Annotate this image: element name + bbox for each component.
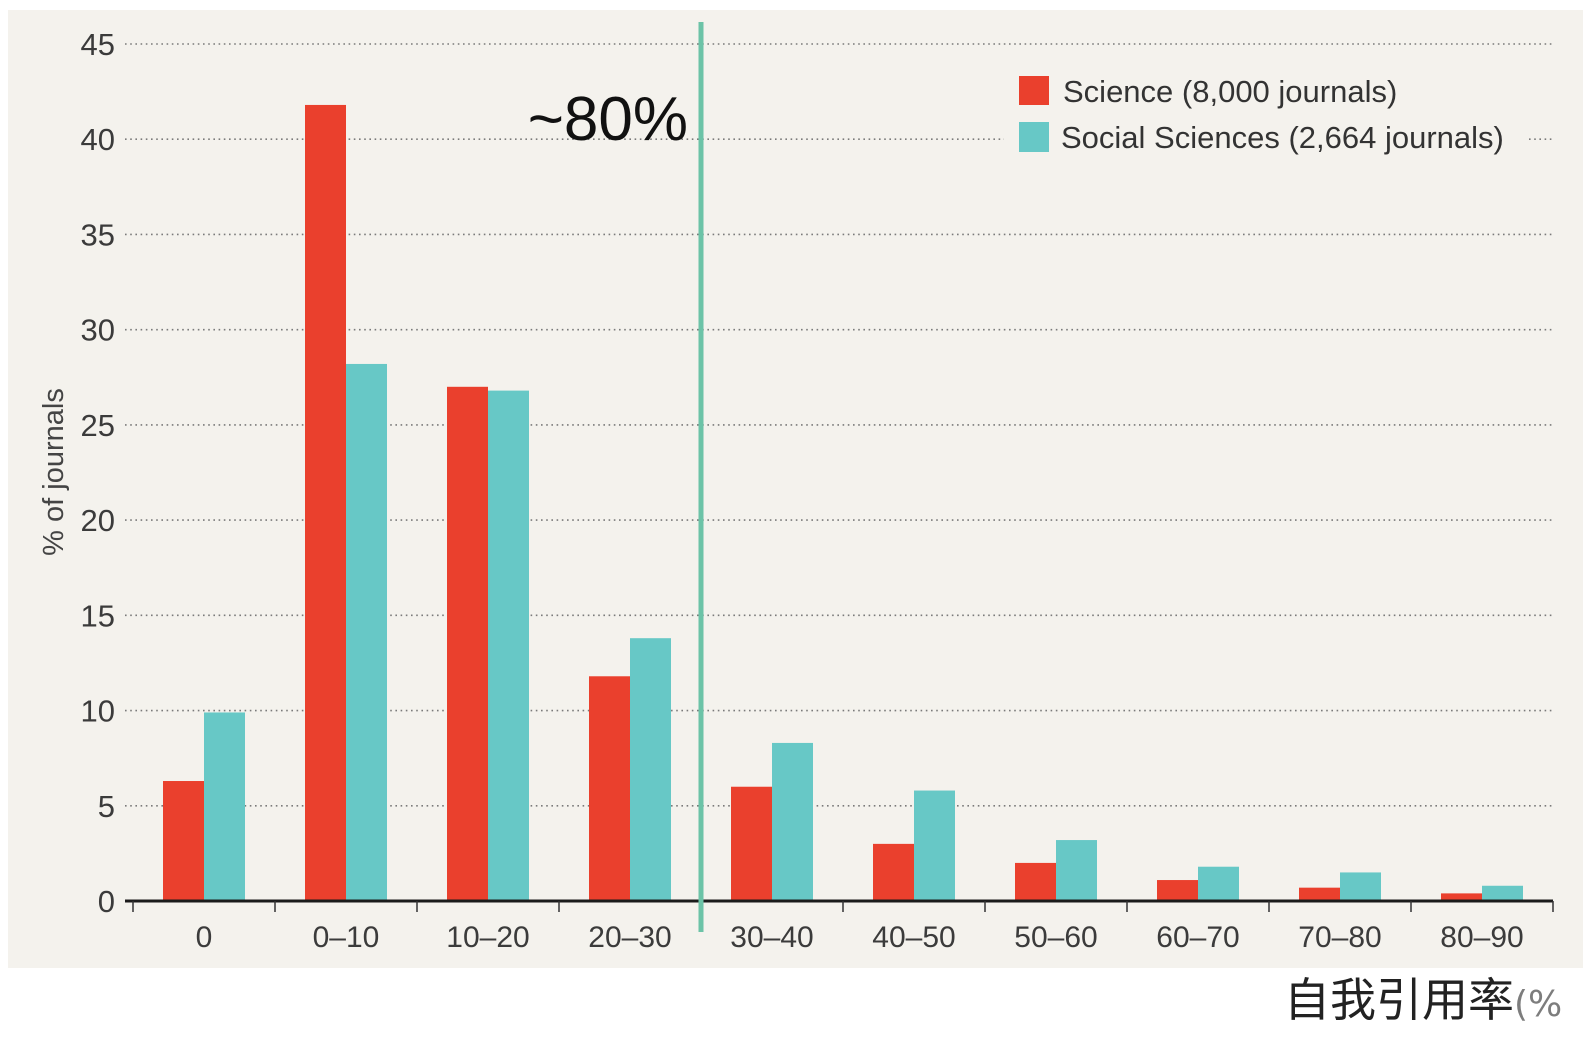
bars: [163, 104, 1523, 902]
x-tick-label: 40–50: [872, 921, 955, 954]
science-bar: [731, 786, 772, 901]
science-bar: [163, 781, 204, 901]
y-tick-label: 30: [81, 313, 115, 348]
y-tick-label: 5: [98, 789, 115, 824]
legend-label-social-sciences: Social Sciences (2,664 journals): [1061, 120, 1504, 155]
social-sciences-bar: [1198, 866, 1239, 901]
social-sciences-bar: [772, 742, 813, 901]
social-sciences-bar: [488, 390, 529, 901]
legend: Science (8,000 journals) Social Sciences…: [1004, 62, 1528, 162]
x-tick-label: 0: [196, 921, 213, 954]
social-sciences-bar: [630, 638, 671, 901]
x-axis-title: 自我引用率(%: [1284, 973, 1563, 1027]
y-tick-label: 20: [81, 503, 115, 538]
y-tick-label: 25: [81, 408, 115, 443]
social-sciences-bar: [1482, 885, 1523, 901]
science-bar: [589, 676, 630, 901]
legend-swatch-science: [1019, 76, 1049, 105]
social-sciences-bar: [914, 790, 955, 901]
x-axis: 0 0–10 10–20 20–30 30–40 40–50 50–60 60–70 70–80…: [125, 899, 1554, 954]
x-tick-label: 0–10: [313, 921, 380, 954]
x-tick-label: 10–20: [446, 921, 529, 954]
y-tick-label: 35: [81, 217, 115, 252]
y-tick-label: 0: [98, 884, 115, 919]
y-axis-title: % of journals: [38, 388, 70, 556]
reference-label: ~80%: [528, 85, 688, 154]
y-tick-label: 45: [81, 27, 115, 62]
social-sciences-bar: [1340, 872, 1381, 901]
science-bar: [1299, 887, 1340, 901]
x-tick-label: 80–90: [1440, 921, 1523, 954]
science-bar: [1015, 862, 1056, 901]
y-tick-label: 10: [81, 694, 115, 729]
x-tick-label: 60–70: [1156, 921, 1239, 954]
y-axis-ticks: 0 5 10 15 20 25 30 35 40 45: [81, 27, 115, 919]
social-sciences-bar: [1056, 840, 1097, 901]
legend-swatch-social-sciences: [1019, 122, 1049, 152]
science-bar: [1157, 880, 1198, 901]
legend-background: [1004, 62, 1528, 162]
social-sciences-bar: [346, 363, 387, 901]
y-tick-label: 15: [81, 598, 115, 633]
x-tick-label: 30–40: [730, 921, 813, 954]
y-tick-label: 40: [81, 122, 115, 157]
legend-label-science: Science (8,000 journals): [1063, 74, 1397, 109]
x-axis-unit: (%: [1514, 984, 1563, 1025]
reference-annotation: ~80%: [528, 22, 704, 932]
x-tick-label: 20–30: [588, 921, 671, 954]
social-sciences-bar: [204, 712, 245, 901]
science-bar: [1441, 893, 1482, 901]
gridlines: [125, 43, 1552, 807]
science-bar: [305, 104, 346, 902]
science-bar: [447, 386, 488, 901]
x-tick-label: 70–80: [1298, 921, 1381, 954]
science-bar: [873, 843, 914, 901]
x-tick-label: 50–60: [1014, 921, 1097, 954]
